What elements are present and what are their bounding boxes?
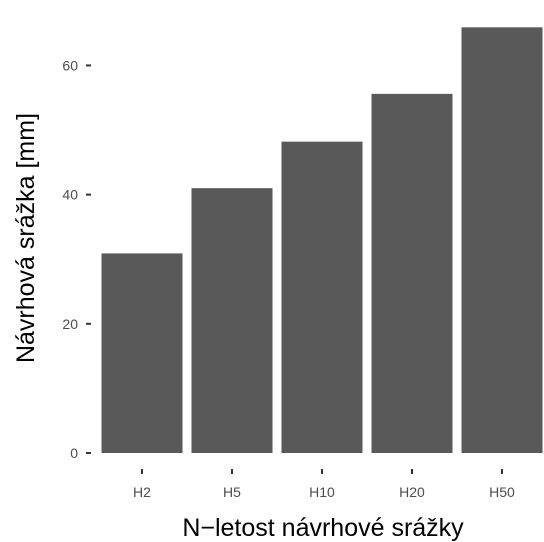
y-tick-label: 60 (62, 57, 78, 73)
x-tick-label: H10 (309, 484, 335, 500)
y-tick-label: 20 (62, 316, 78, 332)
x-tick-label: H50 (489, 484, 515, 500)
bar (191, 188, 273, 453)
y-axis: 0 20 40 60 (62, 57, 91, 461)
x-tick-label: H2 (133, 484, 151, 500)
x-tick-label: H5 (223, 484, 241, 500)
y-tick-label: 0 (70, 445, 78, 461)
y-tick-label: 40 (62, 187, 78, 203)
bar (281, 141, 363, 453)
x-tick-label: H20 (399, 484, 425, 500)
bar (371, 93, 453, 453)
bars (101, 27, 543, 453)
bar (461, 27, 543, 453)
bar (101, 253, 183, 453)
x-axis: H2 H5 H10 H20 H50 (133, 469, 515, 500)
y-axis-title: Návrhová srážka [mm] (12, 113, 40, 363)
x-axis-title: N−letost návrhové srážky (182, 514, 464, 542)
